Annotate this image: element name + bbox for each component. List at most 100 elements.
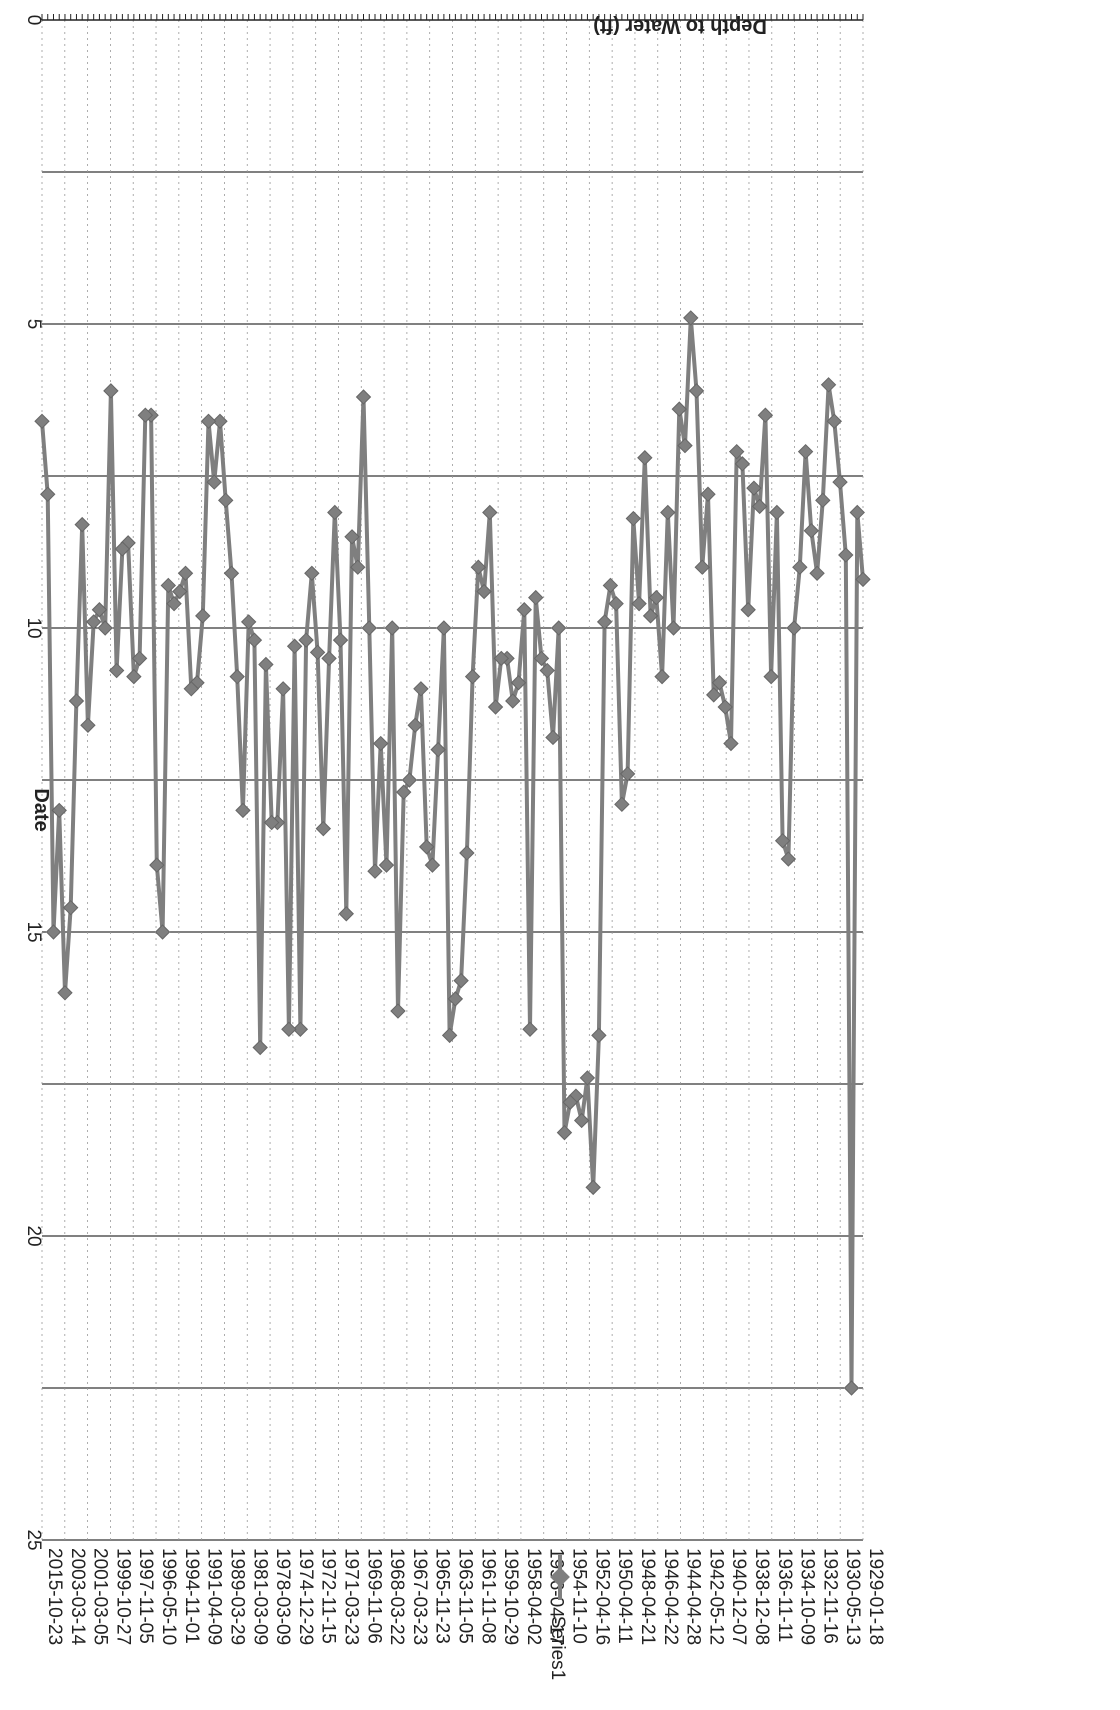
- data-point-marker: [275, 681, 291, 697]
- data-point-marker: [367, 863, 383, 879]
- data-point-marker: [688, 383, 705, 399]
- y-tick-label: 5: [23, 319, 44, 330]
- data-point-marker: [855, 571, 871, 588]
- data-point-marker: [585, 1179, 601, 1196]
- data-point-marker: [717, 699, 733, 715]
- data-point-marker: [350, 559, 366, 575]
- y-axis-tick-labels: 0 5 10 15 20 25: [23, 15, 44, 1551]
- x-tick-label: 1936-11-11: [774, 1548, 795, 1642]
- x-tick-label: 1994-11-01: [181, 1548, 202, 1644]
- data-point-marker: [97, 620, 113, 636]
- x-axis-tick-labels: 1929-01-181930-05-131932-11-161934-10-09…: [44, 1548, 886, 1646]
- data-point-marker: [533, 650, 550, 667]
- data-point-marker: [573, 1112, 590, 1129]
- x-tick-label: 1958-04-02: [523, 1548, 544, 1645]
- x-tick-label: 1932-11-16: [819, 1548, 840, 1644]
- data-point-marker: [321, 650, 337, 667]
- data-point-marker: [528, 589, 544, 606]
- data-point-marker: [57, 985, 73, 1001]
- data-point-marker: [453, 972, 469, 989]
- x-tick-label: 1954-11-10: [569, 1548, 590, 1644]
- data-point-marker: [683, 310, 699, 326]
- x-tick-label: 1972-11-15: [318, 1548, 339, 1644]
- data-point-marker: [809, 565, 825, 581]
- data-point-marker: [786, 620, 802, 636]
- x-tick-label: 1996-05-10: [158, 1548, 179, 1645]
- y-tick-label: 20: [23, 1225, 44, 1246]
- x-tick-label: 1997-11-05: [135, 1548, 156, 1644]
- data-point-marker: [407, 717, 423, 733]
- y-tick-label: 0: [23, 15, 44, 26]
- data-point-marker: [183, 681, 199, 697]
- data-point-marker: [126, 668, 142, 685]
- data-point-marker: [832, 474, 848, 490]
- data-point-marker: [166, 595, 182, 612]
- data-point-marker: [625, 510, 642, 527]
- data-point-marker: [258, 656, 274, 673]
- data-point-marker: [551, 620, 567, 636]
- y-axis-title: Depth to Water (ft): [593, 15, 767, 37]
- x-tick-label: 1961-11-08: [477, 1548, 498, 1644]
- y-tick-label: 10: [23, 617, 44, 638]
- data-point-marker: [85, 614, 102, 630]
- data-point-marker: [464, 668, 481, 685]
- data-point-marker: [424, 857, 441, 873]
- x-tick-label: 1974-12-29: [295, 1548, 316, 1645]
- data-point-marker: [338, 906, 354, 922]
- x-tick-label: 1940-12-07: [728, 1548, 749, 1645]
- data-point-marker: [252, 1039, 268, 1056]
- x-tick-label: 2001-03-05: [90, 1548, 111, 1645]
- data-point-marker: [677, 437, 693, 454]
- data-point-marker: [263, 814, 280, 831]
- data-point-marker: [700, 486, 716, 502]
- data-point-marker: [637, 450, 653, 466]
- data-point-marker: [45, 924, 62, 940]
- x-tick-label: 1950-04-11: [614, 1548, 635, 1644]
- y-tick-label: 15: [23, 921, 44, 942]
- data-point-marker: [820, 377, 837, 393]
- data-point-marker: [240, 614, 257, 630]
- x-tick-label: 1952-04-16: [591, 1548, 612, 1645]
- data-point-marker: [562, 1094, 578, 1110]
- x-tick-label: 1930-05-13: [842, 1548, 863, 1645]
- data-point-marker: [757, 407, 774, 423]
- data-point-marker: [286, 638, 303, 654]
- data-point-marker: [751, 498, 768, 515]
- data-point-marker: [51, 802, 67, 819]
- x-tick-label: 1999-10-27: [112, 1548, 133, 1645]
- data-point-marker: [309, 644, 326, 661]
- data-point-marker: [792, 559, 808, 575]
- data-point-marker: [40, 486, 56, 502]
- data-point-marker: [34, 413, 50, 429]
- data-point-marker: [671, 401, 687, 417]
- data-point-marker: [62, 899, 79, 916]
- data-point-marker: [665, 620, 682, 636]
- data-point-marker: [344, 529, 360, 545]
- x-tick-label: 1981-03-09: [249, 1548, 270, 1645]
- x-tick-label: 1963-11-05: [455, 1548, 476, 1644]
- legend-label: Series1: [547, 1616, 568, 1680]
- x-tick-label: 1948-04-21: [637, 1548, 658, 1645]
- data-point-marker: [728, 443, 745, 460]
- data-point-marker: [539, 662, 555, 679]
- data-point-marker: [614, 796, 630, 813]
- data-point-marker: [413, 681, 429, 697]
- data-point-marker: [694, 559, 710, 575]
- data-point-marker: [602, 577, 619, 594]
- data-point-marker: [114, 541, 131, 557]
- x-tick-label: 1944-04-28: [683, 1548, 704, 1645]
- data-point-marker: [378, 857, 395, 873]
- data-point-marker: [493, 650, 510, 667]
- data-point-marker: [654, 668, 670, 685]
- data-point-marker: [769, 504, 785, 521]
- data-point-marker: [660, 504, 676, 521]
- series-layer: [34, 310, 871, 1396]
- data-point-marker: [815, 492, 831, 509]
- data-point-marker: [218, 492, 234, 509]
- x-tick-label: 2003-03-14: [67, 1548, 88, 1646]
- x-tick-label: 2015-10-23: [44, 1548, 65, 1645]
- x-tick-label: 1946-04-22: [660, 1548, 681, 1645]
- x-tick-label: 1978-03-09: [272, 1548, 293, 1645]
- data-point-marker: [631, 595, 647, 612]
- data-point-marker: [487, 699, 504, 715]
